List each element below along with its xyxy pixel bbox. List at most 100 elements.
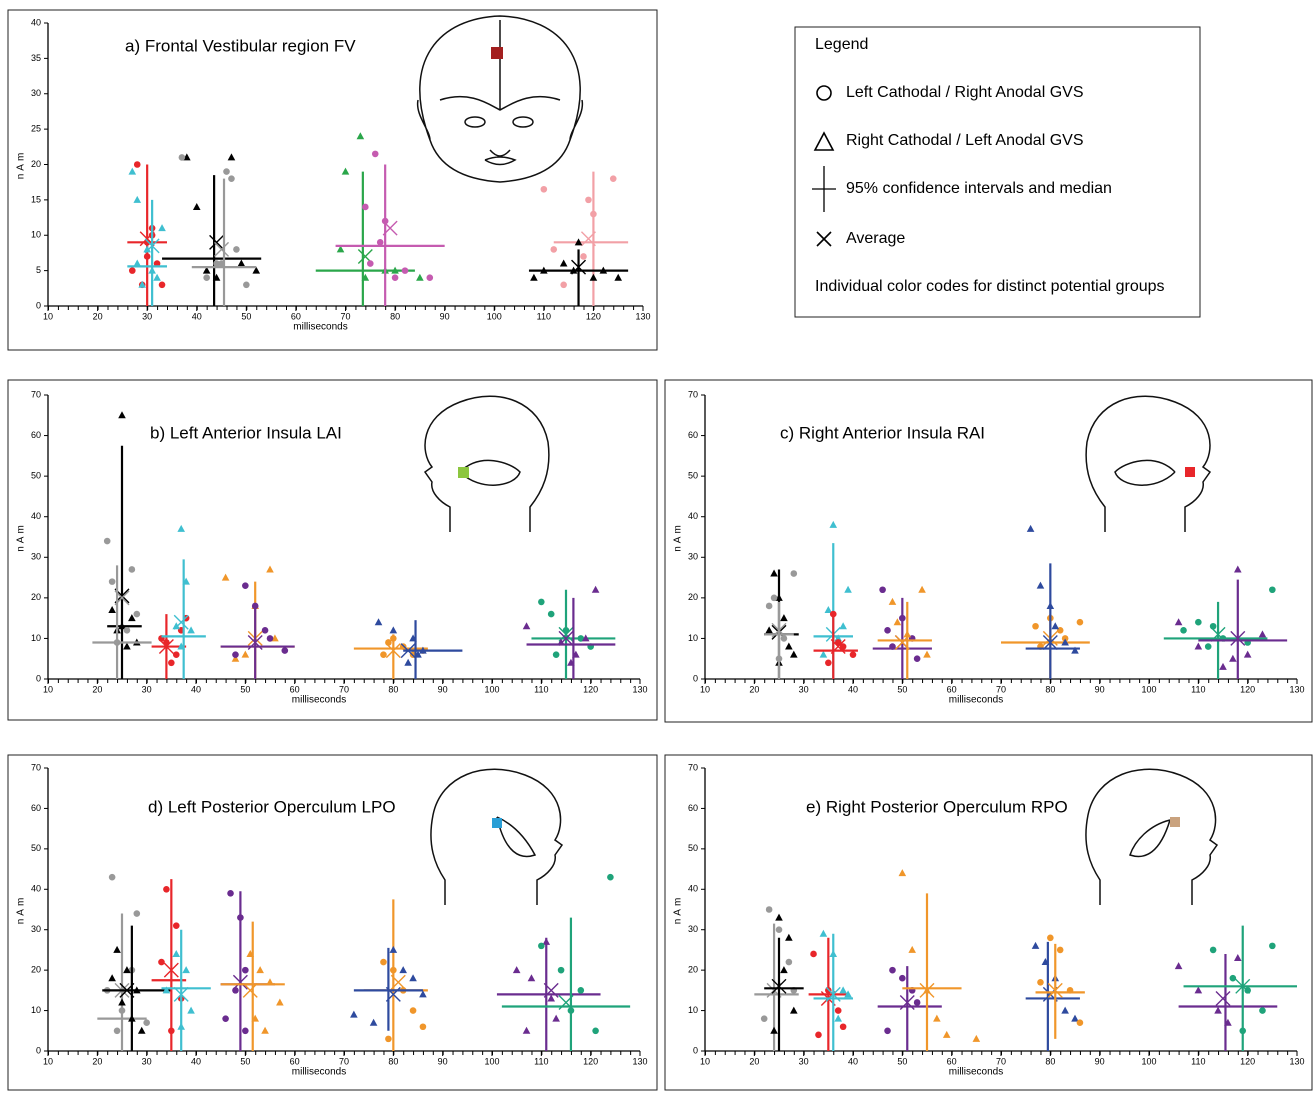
point-group [764, 569, 799, 679]
data-point [401, 267, 409, 274]
average-marker [830, 639, 846, 655]
average-marker [382, 220, 398, 236]
data-point [913, 999, 921, 1006]
data-point [1259, 1007, 1266, 1014]
data-point [1195, 618, 1202, 626]
data-point [765, 906, 773, 913]
data-point [775, 926, 783, 934]
panel-frame [7, 9, 658, 351]
data-point [341, 167, 350, 175]
y-tick-label: 40 [31, 884, 41, 894]
x-tick-label: 110 [534, 1056, 548, 1066]
y-tick-label: 30 [31, 88, 41, 98]
y-tick-label: 40 [688, 884, 698, 894]
data-point [1056, 946, 1064, 954]
x-tick-label: 10 [700, 1056, 710, 1066]
point-group [1035, 934, 1085, 1039]
data-point [113, 945, 121, 953]
data-point [1051, 622, 1060, 630]
data-point [1258, 630, 1267, 638]
data-point [266, 565, 274, 573]
data-point [118, 411, 126, 419]
data-point [913, 655, 921, 663]
data-point [1026, 524, 1035, 532]
y-axis-label: nAm [16, 522, 27, 552]
data-point [213, 260, 220, 267]
average-marker [558, 994, 574, 1010]
point-group [151, 879, 187, 1051]
data-point [829, 520, 838, 528]
data-point [266, 635, 274, 642]
data-point [242, 966, 249, 974]
point-group [315, 132, 424, 306]
point-group [102, 925, 172, 1051]
data-point [574, 238, 583, 246]
data-point [1032, 622, 1039, 630]
data-point [123, 966, 131, 974]
data-point [133, 161, 141, 168]
data-point [560, 281, 567, 289]
average-marker [242, 982, 258, 998]
x-axis-label: milliseconds [949, 1067, 1003, 1078]
x-tick-label: 130 [632, 684, 647, 694]
average-marker [771, 622, 787, 638]
x-tick-label: 90 [438, 1056, 448, 1066]
x-tick-label: 100 [1141, 684, 1156, 694]
data-point [785, 642, 793, 650]
data-point [824, 606, 833, 614]
data-point [1047, 934, 1054, 942]
data-point [1031, 941, 1040, 949]
data-point [819, 650, 828, 658]
data-point [918, 585, 926, 593]
legend-symbol [816, 85, 832, 101]
y-tick-label: 50 [688, 471, 698, 481]
data-point [133, 610, 141, 618]
data-point [419, 1023, 427, 1031]
point-group [374, 618, 463, 679]
data-point [1194, 642, 1203, 650]
data-point [187, 626, 195, 634]
point-group [501, 873, 631, 1051]
data-point [350, 1010, 358, 1018]
y-tick-label: 5 [36, 265, 41, 275]
x-tick-label: 120 [586, 311, 601, 321]
panel-title: a) Frontal Vestibular region FV [125, 36, 356, 55]
data-point [552, 651, 560, 658]
data-point [143, 245, 151, 253]
data-point [113, 1027, 121, 1035]
y-tick-label: 20 [31, 965, 41, 975]
data-point [168, 659, 175, 667]
point-group [220, 582, 295, 679]
data-point [233, 246, 240, 253]
data-point [177, 524, 185, 532]
average-marker [580, 231, 596, 247]
data-point [908, 945, 916, 953]
data-point [614, 273, 623, 281]
x-tick-label: 10 [43, 311, 53, 321]
data-point [844, 990, 852, 998]
legend-symbol [813, 131, 835, 151]
y-axis-label: nAm [673, 522, 684, 552]
legend-item: Right Cathodal / Left Anodal GVS [846, 132, 1083, 149]
data-point [419, 990, 427, 998]
x-tick-label: 10 [700, 684, 710, 694]
data-point [770, 594, 778, 602]
legend-item: 95% confidence intervals and median [846, 180, 1112, 197]
point-group [220, 565, 295, 679]
data-point [133, 195, 142, 203]
data-point [409, 974, 417, 982]
x-tick-label: 40 [191, 684, 201, 694]
data-point [1219, 662, 1227, 670]
x-tick-label: 70 [339, 684, 349, 694]
data-point [221, 573, 230, 581]
data-point [538, 598, 545, 606]
y-tick-label: 60 [688, 430, 698, 440]
data-point [172, 622, 181, 630]
data-point [839, 986, 847, 994]
x-tick-label: 60 [291, 311, 301, 321]
point-group [151, 614, 190, 679]
data-point [380, 651, 387, 658]
panel-frame [7, 379, 658, 721]
average-marker [209, 234, 225, 250]
average-marker [385, 643, 401, 659]
